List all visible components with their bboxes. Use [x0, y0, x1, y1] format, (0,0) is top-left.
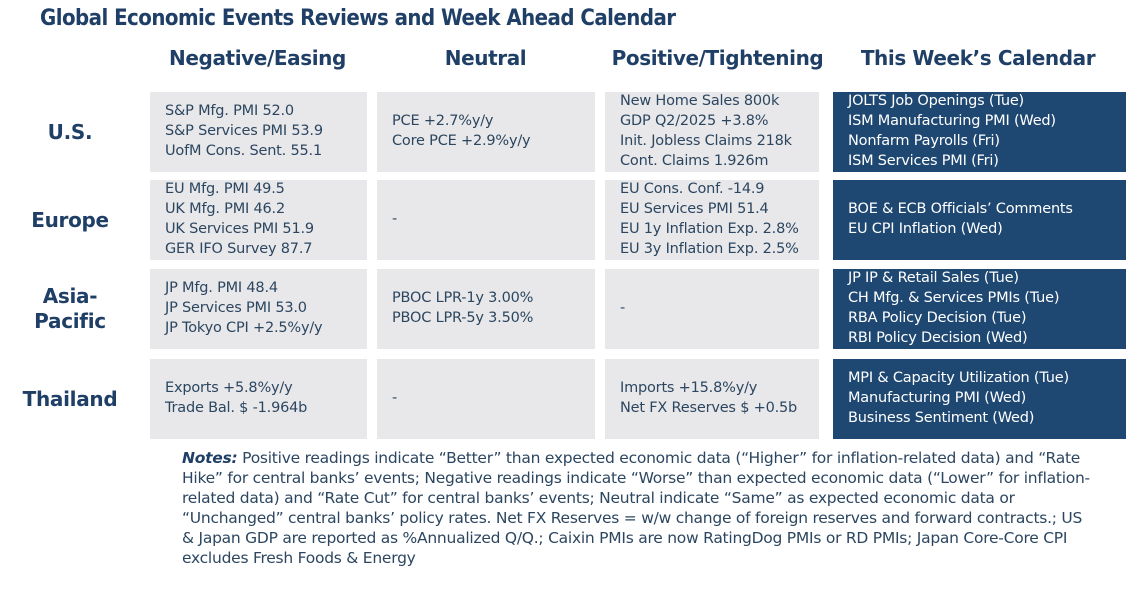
cell-line: Nonfarm Payrolls (Fri) — [848, 133, 1000, 149]
cell-line: UK Services PMI 51.9 — [165, 221, 314, 237]
cell-line: EU 3y Inflation Exp. 2.5% — [620, 240, 799, 257]
cell-asia-neutral: PBOC LPR-1y 3.00% PBOC LPR-5y 3.50% — [377, 269, 595, 349]
cell-line: Exports +5.8%y/y — [165, 380, 293, 397]
cell-line: - — [392, 211, 398, 228]
row-header-asia-pacific: Asia- Pacific — [0, 269, 140, 349]
cell-us-negative: S&P Mfg. PMI 52.0 S&P Services PMI 53.9 Uo… — [150, 92, 367, 172]
cell-line: EU 1y Inflation Exp. 2.8% — [620, 221, 799, 237]
row-header-europe: Europe — [31, 207, 109, 232]
cell-thailand-calendar: MPI & Capacity Utilization (Tue) Manufact… — [833, 359, 1126, 439]
cell-line: Core PCE +2.9%y/y — [392, 133, 531, 149]
row-header-us: U.S. — [47, 119, 93, 144]
cell-line: EU Services PMI 51.4 — [620, 201, 769, 218]
cell-line: UK Mfg. PMI 46.2 — [165, 201, 285, 218]
cell-us-calendar: JOLTS Job Openings (Tue) ISM Manufacturin… — [833, 92, 1126, 172]
cell-line: RBI Policy Decision (Wed) — [848, 329, 1028, 346]
column-header-positive: Positive/Tightening — [611, 46, 824, 70]
row-header-line: Asia- — [42, 284, 98, 308]
cell-line: S&P Mfg. PMI 52.0 — [165, 103, 294, 120]
cell-line: Manufacturing PMI (Wed) — [848, 390, 1027, 407]
cell-line: MPI & Capacity Utilization (Tue) — [848, 370, 1069, 387]
column-header-neutral: Neutral — [444, 46, 527, 70]
row-header-line: Pacific — [34, 309, 106, 333]
cell-line: PBOC LPR-5y 3.50% — [392, 310, 534, 326]
cell-europe-neutral: - — [377, 180, 595, 260]
cell-line: UofM Cons. Sent. 55.1 — [165, 142, 322, 159]
cell-line: JP IP & Retail Sales (Tue) — [848, 270, 1019, 287]
cell-line: Trade Bal. $ -1.964b — [165, 400, 308, 416]
cell-line: ISM Services PMI (Fri) — [848, 152, 999, 169]
cell-line: Cont. Claims 1.926m — [620, 152, 769, 169]
cell-asia-calendar: JP IP & Retail Sales (Tue) CH Mfg. & Serv… — [833, 269, 1126, 349]
cell-line: GER IFO Survey 87.7 — [165, 240, 313, 257]
cell-line: JOLTS Job Openings (Tue) — [848, 93, 1024, 110]
cell-line: S&P Services PMI 53.9 — [165, 123, 323, 140]
cell-line: Business Sentiment (Wed) — [848, 409, 1035, 426]
cell-line: JP Tokyo CPI +2.5%y/y — [165, 319, 323, 336]
cell-thailand-neutral: - — [377, 359, 595, 439]
cell-line: Imports +15.8%y/y — [620, 380, 758, 397]
cell-line: New Home Sales 800k — [620, 93, 780, 110]
cell-line: CH Mfg. & Services PMIs (Tue) — [848, 290, 1060, 307]
cell-us-neutral: PCE +2.7%y/y Core PCE +2.9%y/y — [377, 92, 595, 172]
column-header-negative: Negative/Easing — [169, 46, 346, 70]
notes-label: Notes: — [182, 449, 238, 467]
notes-text: Positive readings indicate “Better” than… — [182, 449, 1090, 567]
cell-line: BOE & ECB Officials’ Comments — [848, 201, 1073, 218]
cell-line: GDP Q2/2025 +3.8% — [620, 113, 769, 130]
cell-thailand-positive: Imports +15.8%y/y Net FX Reserves $ +0.5b — [605, 359, 819, 439]
cell-europe-positive: EU Cons. Conf. -14.9 EU Services PMI 51.4… — [605, 180, 819, 260]
cell-line: EU Mfg. PMI 49.5 — [165, 181, 285, 198]
cell-line: JP Services PMI 53.0 — [165, 300, 307, 317]
page-title: Global Economic Events Reviews and Week … — [40, 6, 676, 31]
cell-asia-positive: - — [605, 269, 819, 349]
cell-europe-negative: EU Mfg. PMI 49.5 UK Mfg. PMI 46.2 UK Servi… — [150, 180, 367, 260]
cell-asia-negative: JP Mfg. PMI 48.4 JP Services PMI 53.0 JP T… — [150, 269, 367, 349]
cell-us-positive: New Home Sales 800k GDP Q2/2025 +3.8% Init… — [605, 92, 819, 172]
cell-thailand-negative: Exports +5.8%y/y Trade Bal. $ -1.964b — [150, 359, 367, 439]
cell-europe-calendar: BOE & ECB Officials’ Comments EU CPI Infl… — [833, 180, 1126, 260]
notes: Notes: Positive readings indicate “Bette… — [182, 448, 1092, 568]
cell-line: - — [620, 300, 626, 317]
cell-line: EU CPI Inflation (Wed) — [848, 221, 1003, 237]
cell-line: ISM Manufacturing PMI (Wed) — [848, 113, 1056, 130]
cell-line: JP Mfg. PMI 48.4 — [165, 280, 278, 297]
cell-line: PCE +2.7%y/y — [392, 113, 494, 130]
row-header-thailand: Thailand — [22, 386, 118, 411]
cell-line: RBA Policy Decision (Tue) — [848, 310, 1027, 326]
column-header-calendar: This Week’s Calendar — [860, 46, 1096, 70]
cell-line: EU Cons. Conf. -14.9 — [620, 181, 765, 198]
cell-line: Init. Jobless Claims 218k — [620, 133, 792, 149]
cell-line: PBOC LPR-1y 3.00% — [392, 290, 534, 307]
cell-line: Net FX Reserves $ +0.5b — [620, 400, 798, 416]
cell-line: - — [392, 390, 398, 407]
